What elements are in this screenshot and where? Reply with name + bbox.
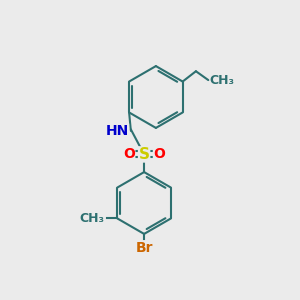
Text: HN: HN bbox=[105, 124, 128, 138]
Text: O: O bbox=[154, 147, 165, 161]
Text: Br: Br bbox=[135, 241, 153, 255]
Text: CH₃: CH₃ bbox=[79, 212, 104, 225]
Text: O: O bbox=[123, 147, 135, 161]
Text: CH₃: CH₃ bbox=[210, 74, 235, 87]
Text: S: S bbox=[139, 147, 150, 162]
